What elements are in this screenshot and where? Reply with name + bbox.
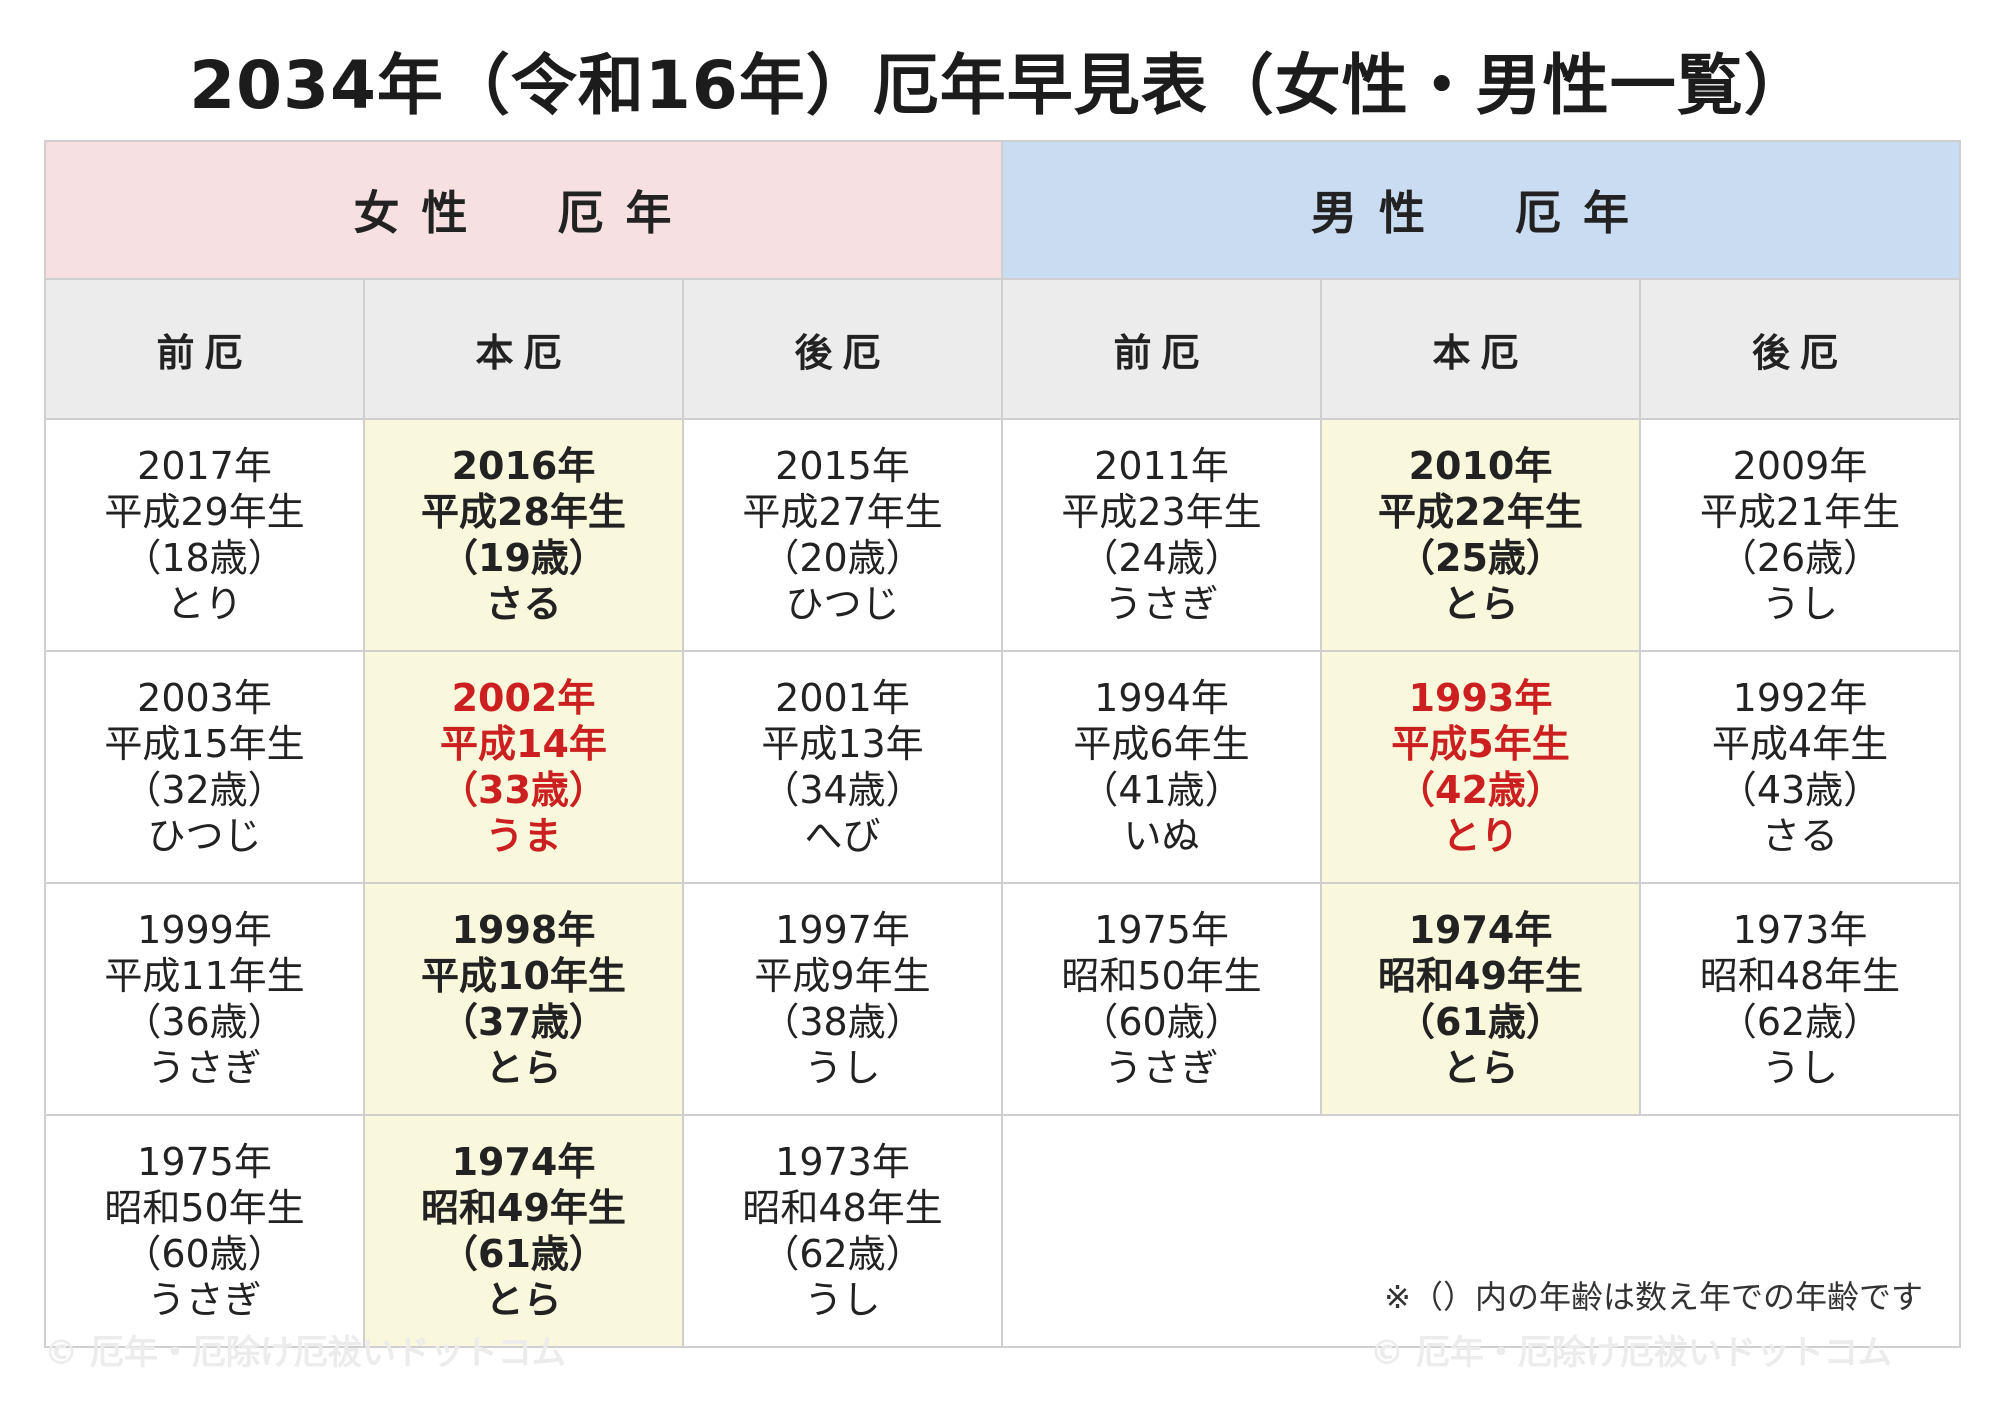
col-header-female-atoyaku: 後厄 [682,278,1003,420]
yakudoshi-table-wrap: 女性 厄年 男性 厄年 前厄 本厄 後厄 前厄 本厄 後厄 2017年 平成29年… [44,140,1961,1348]
table-cell: 1998年 平成10年生 （37歳） とら [363,882,684,1116]
table-cell: 2017年 平成29年生 （18歳） とり [44,418,365,652]
table-cell-taiyaku: 2002年 平成14年 （33歳） うま [363,650,684,884]
table-cell-taiyaku: 1993年 平成5年生 （42歳） とり [1320,650,1641,884]
table-cell: 1974年 昭和49年生 （61歳） とら [363,1114,684,1348]
table-cell: 2010年 平成22年生 （25歳） とら [1320,418,1641,652]
col-header-male-honyaku: 本厄 [1320,278,1641,420]
table-row: 2003年 平成15年生 （32歳） ひつじ 2002年 平成14年 （33歳） うま 20… [44,650,1961,884]
table-cell: 2009年 平成21年生 （26歳） うし [1639,418,1961,652]
table-cell: 1975年 昭和50年生 （60歳） うさぎ [1001,882,1322,1116]
male-group-header: 男性 厄年 [1001,140,1961,280]
table-cell: 1992年 平成4年生 （43歳） さる [1639,650,1961,884]
watermark-left: © 厄年・厄除け厄祓いドットコム [44,1333,566,1373]
table-cell: 1975年 昭和50年生 （60歳） うさぎ [44,1114,365,1348]
page-title: 2034年（令和16年）厄年早見表（女性・男性一覧） [189,47,1811,124]
table-cell: 2015年 平成27年生 （20歳） ひつじ [682,418,1003,652]
table-cell: 2011年 平成23年生 （24歳） うさぎ [1001,418,1322,652]
table-cell: 1994年 平成6年生 （41歳） いぬ [1001,650,1322,884]
table-cell: 1973年 昭和48年生 （62歳） うし [1639,882,1961,1116]
female-group-header: 女性 厄年 [44,140,1003,280]
table-cell: 1974年 昭和49年生 （61歳） とら [1320,882,1641,1116]
table-row: 1975年 昭和50年生 （60歳） うさぎ 1974年 昭和49年生 （61歳） とら 1… [44,1114,1961,1348]
col-header-male-atoyaku: 後厄 [1639,278,1961,420]
table-cell: 1999年 平成11年生 （36歳） うさぎ [44,882,365,1116]
yakudoshi-table: 女性 厄年 男性 厄年 前厄 本厄 後厄 前厄 本厄 後厄 2017年 平成29年… [44,140,1961,1348]
table-cell: 2001年 平成13年 （34歳） へび [682,650,1003,884]
table-cell: 2003年 平成15年生 （32歳） ひつじ [44,650,365,884]
age-note: ※（）内の年齢は数え年での年齢です [1384,1278,1923,1316]
note-cell: ※（）内の年齢は数え年での年齢です [1001,1114,1961,1348]
watermark-right: © 厄年・厄除け厄祓いドットコム [1370,1333,1892,1373]
table-cell: 1973年 昭和48年生 （62歳） うし [682,1114,1003,1348]
col-header-female-honyaku: 本厄 [363,278,684,420]
table-cell: 1997年 平成9年生 （38歳） うし [682,882,1003,1116]
col-header-male-maeyaku: 前厄 [1001,278,1322,420]
table-row: 1999年 平成11年生 （36歳） うさぎ 1998年 平成10年生 （37歳） とら 1… [44,882,1961,1116]
table-cell: 2016年 平成28年生 （19歳） さる [363,418,684,652]
table-row: 2017年 平成29年生 （18歳） とり 2016年 平成28年生 （19歳） さる 20… [44,418,1961,652]
col-header-female-maeyaku: 前厄 [44,278,365,420]
